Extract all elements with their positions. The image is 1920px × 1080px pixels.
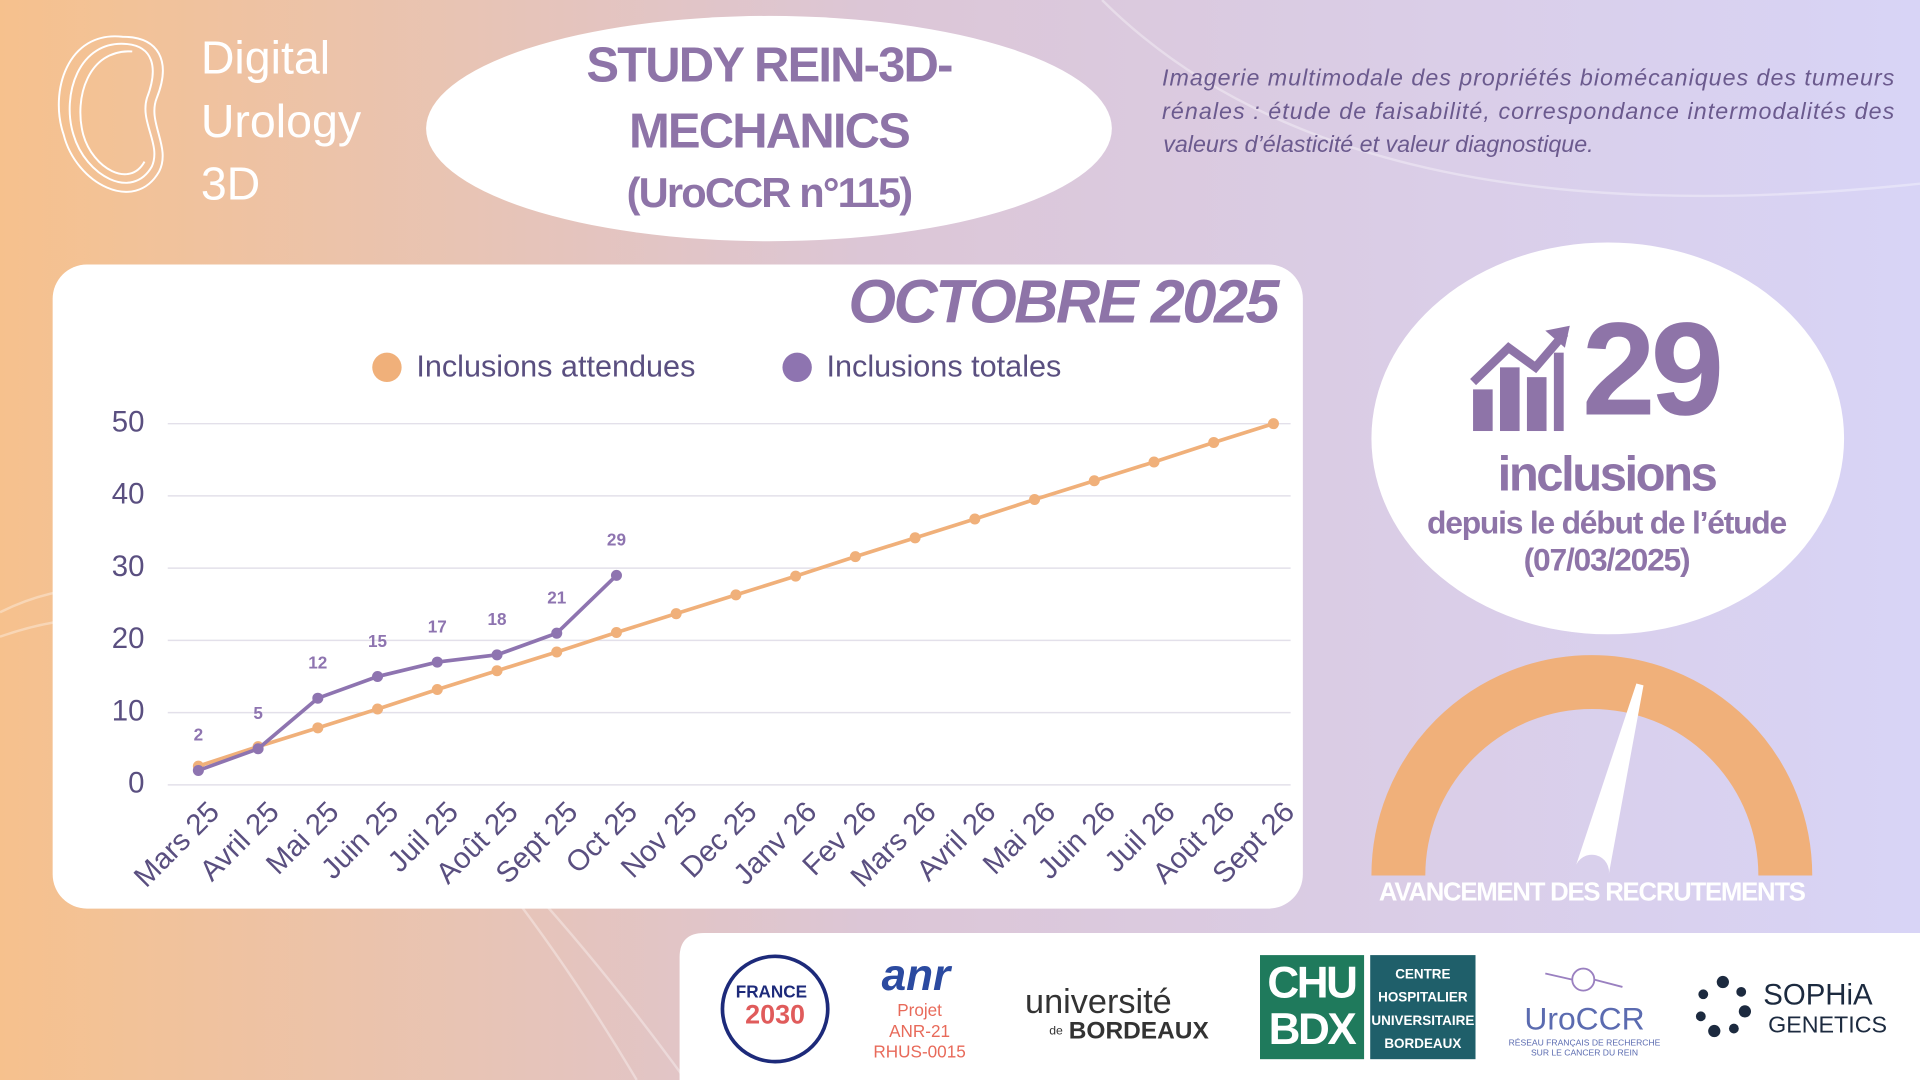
inclusion-unit: inclusions (1498, 447, 1717, 501)
logo-text: RHUS-0015 (873, 1042, 965, 1062)
gauge-label: AVANCEMENT DES RECRUTEMENTS (1379, 879, 1806, 907)
logo-text: anr (882, 951, 953, 1000)
data-point (849, 551, 861, 563)
logo-text: BORDEAUX (1069, 1018, 1210, 1045)
inclusion-date: (07/03/2025) (1524, 541, 1690, 577)
data-point (1029, 494, 1041, 506)
logo-text: FRANCE (736, 982, 807, 1002)
data-point (491, 665, 503, 677)
description: rénales : étude de faisabilité, correspo… (1162, 98, 1895, 124)
data-point (372, 671, 384, 683)
y-tick-label: 50 (112, 405, 145, 438)
y-tick-label: 10 (112, 694, 145, 727)
logo-text: BORDEAUX (1384, 1036, 1461, 1051)
data-point (372, 703, 384, 715)
chu-logo (1370, 955, 1476, 1060)
study-title: STUDY REIN-3D- (586, 39, 952, 93)
data-point (431, 656, 443, 668)
data-point (730, 589, 742, 601)
data-point (969, 513, 981, 525)
data-point (790, 570, 802, 582)
legend-label: Inclusions attendues (416, 350, 695, 384)
data-point (551, 627, 563, 639)
data-label: 2 (194, 725, 204, 745)
data-point (551, 646, 563, 658)
logo-text: ANR-21 (889, 1021, 950, 1041)
data-label: 12 (308, 652, 327, 672)
logo-text: CHU (1267, 958, 1356, 1007)
logo-text: SUR LE CANCER DU REIN (1531, 1047, 1638, 1057)
data-point (1148, 456, 1160, 468)
uroccr-icon (1545, 967, 1623, 992)
series-line (197, 574, 618, 773)
logo-text: Projet (897, 1000, 942, 1020)
description: Imagerie multimodale des propriétés biom… (1162, 65, 1895, 91)
study-subtitle: (UroCCR n°115) (627, 169, 912, 216)
brand-logo (57, 35, 164, 193)
data-point (670, 608, 682, 620)
data-point (610, 626, 622, 638)
chart-title: OCTOBRE 2025 (848, 267, 1280, 335)
brand-text: 3D (201, 158, 260, 210)
data-label: 17 (428, 616, 447, 636)
legend-swatch (372, 352, 402, 383)
data-point (909, 532, 921, 544)
y-tick-label: 20 (112, 622, 145, 655)
brand-text: Urology (201, 95, 362, 147)
data-point (1088, 475, 1100, 487)
data-point (192, 764, 204, 776)
logo-text: université (1025, 983, 1172, 1021)
study-title: MECHANICS (629, 105, 909, 159)
chu-logo (1260, 955, 1365, 1060)
y-tick-label: 30 (112, 550, 145, 583)
y-tick-label: 0 (128, 767, 144, 800)
title-bubble (426, 15, 1112, 242)
data-point (491, 649, 503, 661)
logo-text: HOSPITALIER (1378, 990, 1468, 1005)
logo-text: GENETICS (1768, 1011, 1887, 1037)
logo-text: de (1049, 1023, 1063, 1037)
logo-text: RÉSEAU FRANÇAIS DE RECHERCHE (1509, 1038, 1661, 1048)
description: valeurs d’élasticité et valeur diagnosti… (1163, 131, 1593, 157)
gauge-needle (1575, 683, 1644, 877)
data-label: 29 (607, 530, 626, 550)
chart-panel (52, 264, 1303, 909)
logo-text: CENTRE (1395, 966, 1450, 981)
gauge-arc (1371, 655, 1813, 876)
france-logo (720, 954, 830, 1064)
data-point (252, 743, 264, 755)
data-point (1267, 418, 1279, 430)
inclusion-count: 29 (1582, 296, 1720, 444)
legend-swatch (782, 352, 812, 383)
growth-icon (1470, 325, 1570, 432)
sophia-icon (1695, 975, 1752, 1038)
logo-text: BDX (1269, 1005, 1358, 1054)
data-point (431, 684, 443, 696)
brand-text: Digital (201, 32, 330, 84)
data-label: 15 (368, 631, 388, 651)
data-label: 5 (253, 703, 263, 723)
summary-bubble (1371, 242, 1845, 635)
data-point (1208, 436, 1220, 448)
data-point (312, 722, 324, 734)
data-point (610, 569, 622, 581)
gauge (1575, 683, 1644, 877)
legend-label: Inclusions totales (827, 350, 1062, 384)
logo-text: SOPHiA (1763, 979, 1873, 1012)
logo-text: 2030 (745, 999, 805, 1029)
data-label: 18 (487, 609, 506, 629)
logo-text: UNIVERSITAIRE (1371, 1013, 1474, 1028)
y-tick-label: 40 (112, 478, 145, 511)
logo-text: UroCCR (1524, 1001, 1644, 1037)
data-point (312, 692, 324, 704)
inclusion-caption: depuis le début de l’étude (1427, 505, 1787, 541)
data-label: 21 (547, 587, 567, 607)
